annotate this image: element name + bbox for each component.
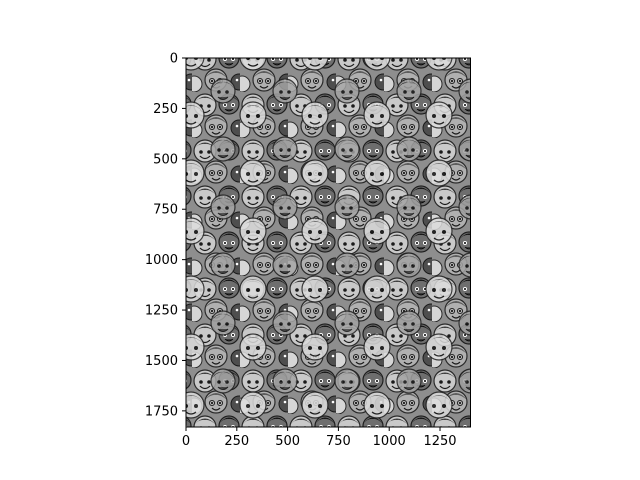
crowd-image <box>186 58 471 427</box>
y-axis: 0 250 500 750 1000 1250 1500 1750 <box>145 52 186 419</box>
axes-frame <box>185 57 471 428</box>
x-tick-label: 500 <box>275 434 300 449</box>
x-tick-label: 1000 <box>373 434 406 449</box>
x-axis: 0 250 500 750 1000 1250 <box>182 427 457 449</box>
y-tick-label: 1750 <box>145 404 178 419</box>
x-tick-label: 0 <box>182 434 190 449</box>
y-tick-label: 250 <box>153 102 178 117</box>
x-tick-label: 750 <box>326 434 351 449</box>
y-tick-label: 1250 <box>145 304 178 319</box>
y-tick-label: 1000 <box>145 253 178 268</box>
y-tick-label: 750 <box>153 203 178 218</box>
x-tick-label: 1250 <box>423 434 456 449</box>
y-tick-label: 0 <box>170 52 178 67</box>
x-tick-label: 250 <box>224 434 249 449</box>
y-tick-label: 1500 <box>145 354 178 369</box>
y-tick-label: 500 <box>153 152 178 167</box>
